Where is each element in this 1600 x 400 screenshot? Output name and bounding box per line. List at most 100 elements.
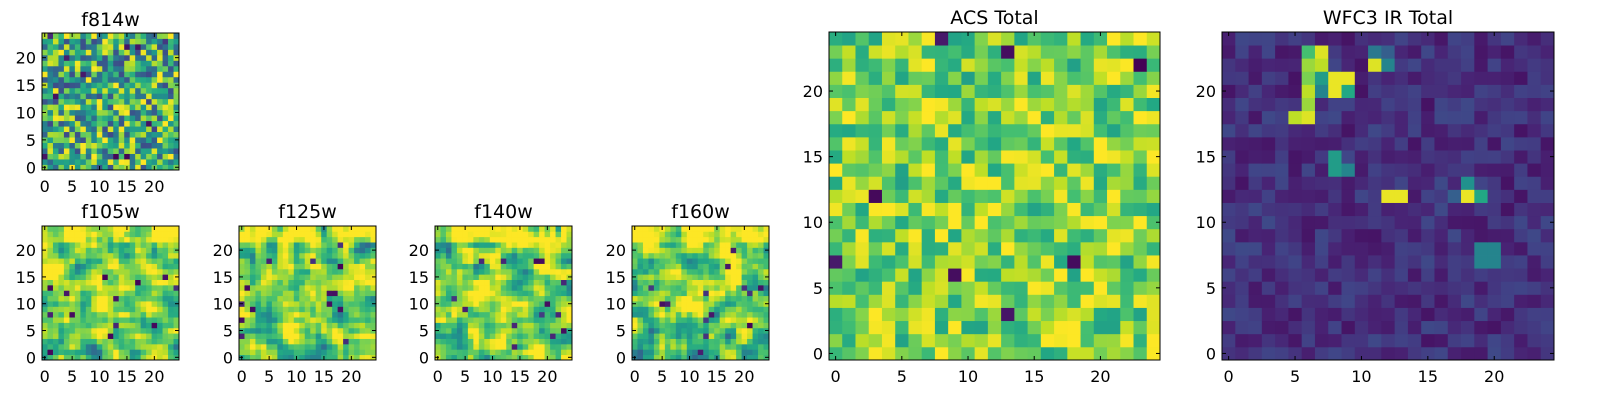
heatmap-cell — [96, 93, 103, 100]
heatmap-cell — [489, 263, 496, 270]
heatmap-cell — [1067, 320, 1081, 335]
heatmap-cell — [162, 65, 169, 72]
heatmap-cell — [1261, 163, 1276, 177]
heatmap-cell — [539, 311, 545, 318]
heatmap-cell — [58, 93, 65, 100]
heatmap-cell — [708, 247, 715, 254]
heatmap-cell — [239, 279, 245, 286]
heatmap-cell — [763, 242, 770, 248]
heatmap-cell — [140, 290, 147, 297]
heatmap-cell — [435, 279, 441, 286]
heatmap-cell — [1301, 71, 1316, 85]
heatmap-cell — [365, 252, 371, 259]
heatmap-cell — [168, 311, 174, 318]
heatmap-cell — [467, 354, 474, 361]
heatmap-cell — [91, 164, 98, 171]
heatmap-cell — [495, 354, 502, 361]
heatmap-cell — [282, 274, 289, 280]
heatmap-cell — [1014, 346, 1028, 361]
heatmap-cell — [1487, 215, 1502, 230]
heatmap-cell — [1080, 110, 1095, 125]
heatmap-cell — [1328, 202, 1342, 217]
heatmap-cell — [1381, 202, 1396, 217]
heatmap-cell — [500, 242, 507, 248]
heatmap-cell — [1093, 307, 1108, 322]
heatmap-cell — [961, 333, 976, 348]
heatmap-cell — [282, 268, 289, 275]
heatmap-cell — [703, 301, 710, 307]
heatmap-cell — [47, 115, 54, 122]
heatmap-cell — [1447, 202, 1462, 217]
heatmap-cell — [1040, 202, 1055, 217]
heatmap-cell — [359, 295, 366, 302]
heatmap-cell — [987, 32, 1002, 46]
heatmap-cell — [102, 354, 109, 361]
heatmap-cell — [1235, 71, 1249, 85]
heatmap-cell — [961, 281, 976, 295]
heatmap-cell — [741, 301, 748, 307]
heatmap-cell — [124, 126, 131, 133]
heatmap-cell — [1394, 97, 1409, 112]
heatmap-cell — [697, 301, 704, 307]
heatmap-cell — [315, 247, 322, 254]
heatmap-cell — [522, 226, 529, 232]
heatmap-cell — [151, 120, 158, 127]
heatmap-cell — [473, 311, 480, 318]
heatmap-cell — [561, 322, 567, 329]
heatmap-cell — [288, 327, 295, 334]
heatmap-cell — [697, 284, 704, 291]
heatmap-cell — [1275, 45, 1289, 59]
heatmap-cell — [500, 226, 507, 232]
heatmap-cell — [249, 247, 256, 254]
heatmap-cell — [736, 242, 742, 248]
heatmap-cell — [85, 115, 92, 122]
heatmap-cell — [80, 60, 87, 67]
heatmap-cell — [1248, 241, 1263, 256]
heatmap-cell — [1527, 281, 1542, 295]
heatmap-cell — [708, 236, 715, 243]
heatmap-cell — [157, 82, 163, 89]
heatmap-cell — [304, 333, 311, 339]
heatmap-cell — [91, 60, 98, 67]
heatmap-cell — [63, 317, 70, 323]
heatmap-cell — [244, 247, 251, 254]
heatmap-cell — [370, 226, 377, 232]
heatmap-cell — [157, 87, 163, 94]
heatmap-cell — [1434, 333, 1449, 348]
heatmap-cell — [714, 311, 721, 318]
heatmap-cell — [681, 258, 688, 264]
heatmap-cell — [80, 98, 87, 105]
heatmap-cell — [653, 290, 660, 297]
heatmap-cell — [725, 274, 732, 280]
heatmap-cell — [675, 317, 682, 323]
heatmap-cell — [282, 226, 289, 232]
heatmap-cell — [517, 317, 524, 323]
heatmap-cell — [934, 71, 949, 85]
heatmap-cell — [921, 320, 936, 335]
heatmap-cell — [1461, 97, 1475, 112]
heatmap-cell — [1514, 189, 1528, 203]
heatmap-cell — [987, 45, 1002, 59]
heatmap-cell — [310, 268, 317, 275]
heatmap-cell — [282, 354, 289, 361]
heatmap-cell — [321, 327, 328, 334]
heatmap-cell — [277, 258, 284, 264]
heatmap-cell — [52, 284, 59, 291]
heatmap-cell — [736, 343, 742, 350]
heatmap-cell — [675, 279, 682, 286]
y-tick-label: 5 — [616, 322, 626, 341]
heatmap-cell — [102, 148, 109, 154]
heatmap-cell — [987, 241, 1002, 256]
heatmap-cell — [1354, 320, 1369, 335]
heatmap-cell — [135, 343, 142, 350]
heatmap-cell — [648, 242, 655, 248]
heatmap-cell — [730, 252, 737, 259]
heatmap-cell — [255, 327, 262, 334]
heatmap-cell — [168, 354, 174, 361]
heatmap-cell — [462, 343, 469, 350]
heatmap-cell — [80, 148, 87, 154]
heatmap-cell — [692, 322, 699, 329]
heatmap-cell — [42, 231, 48, 238]
heatmap-cell — [1407, 71, 1422, 85]
heatmap-cell — [642, 295, 649, 302]
